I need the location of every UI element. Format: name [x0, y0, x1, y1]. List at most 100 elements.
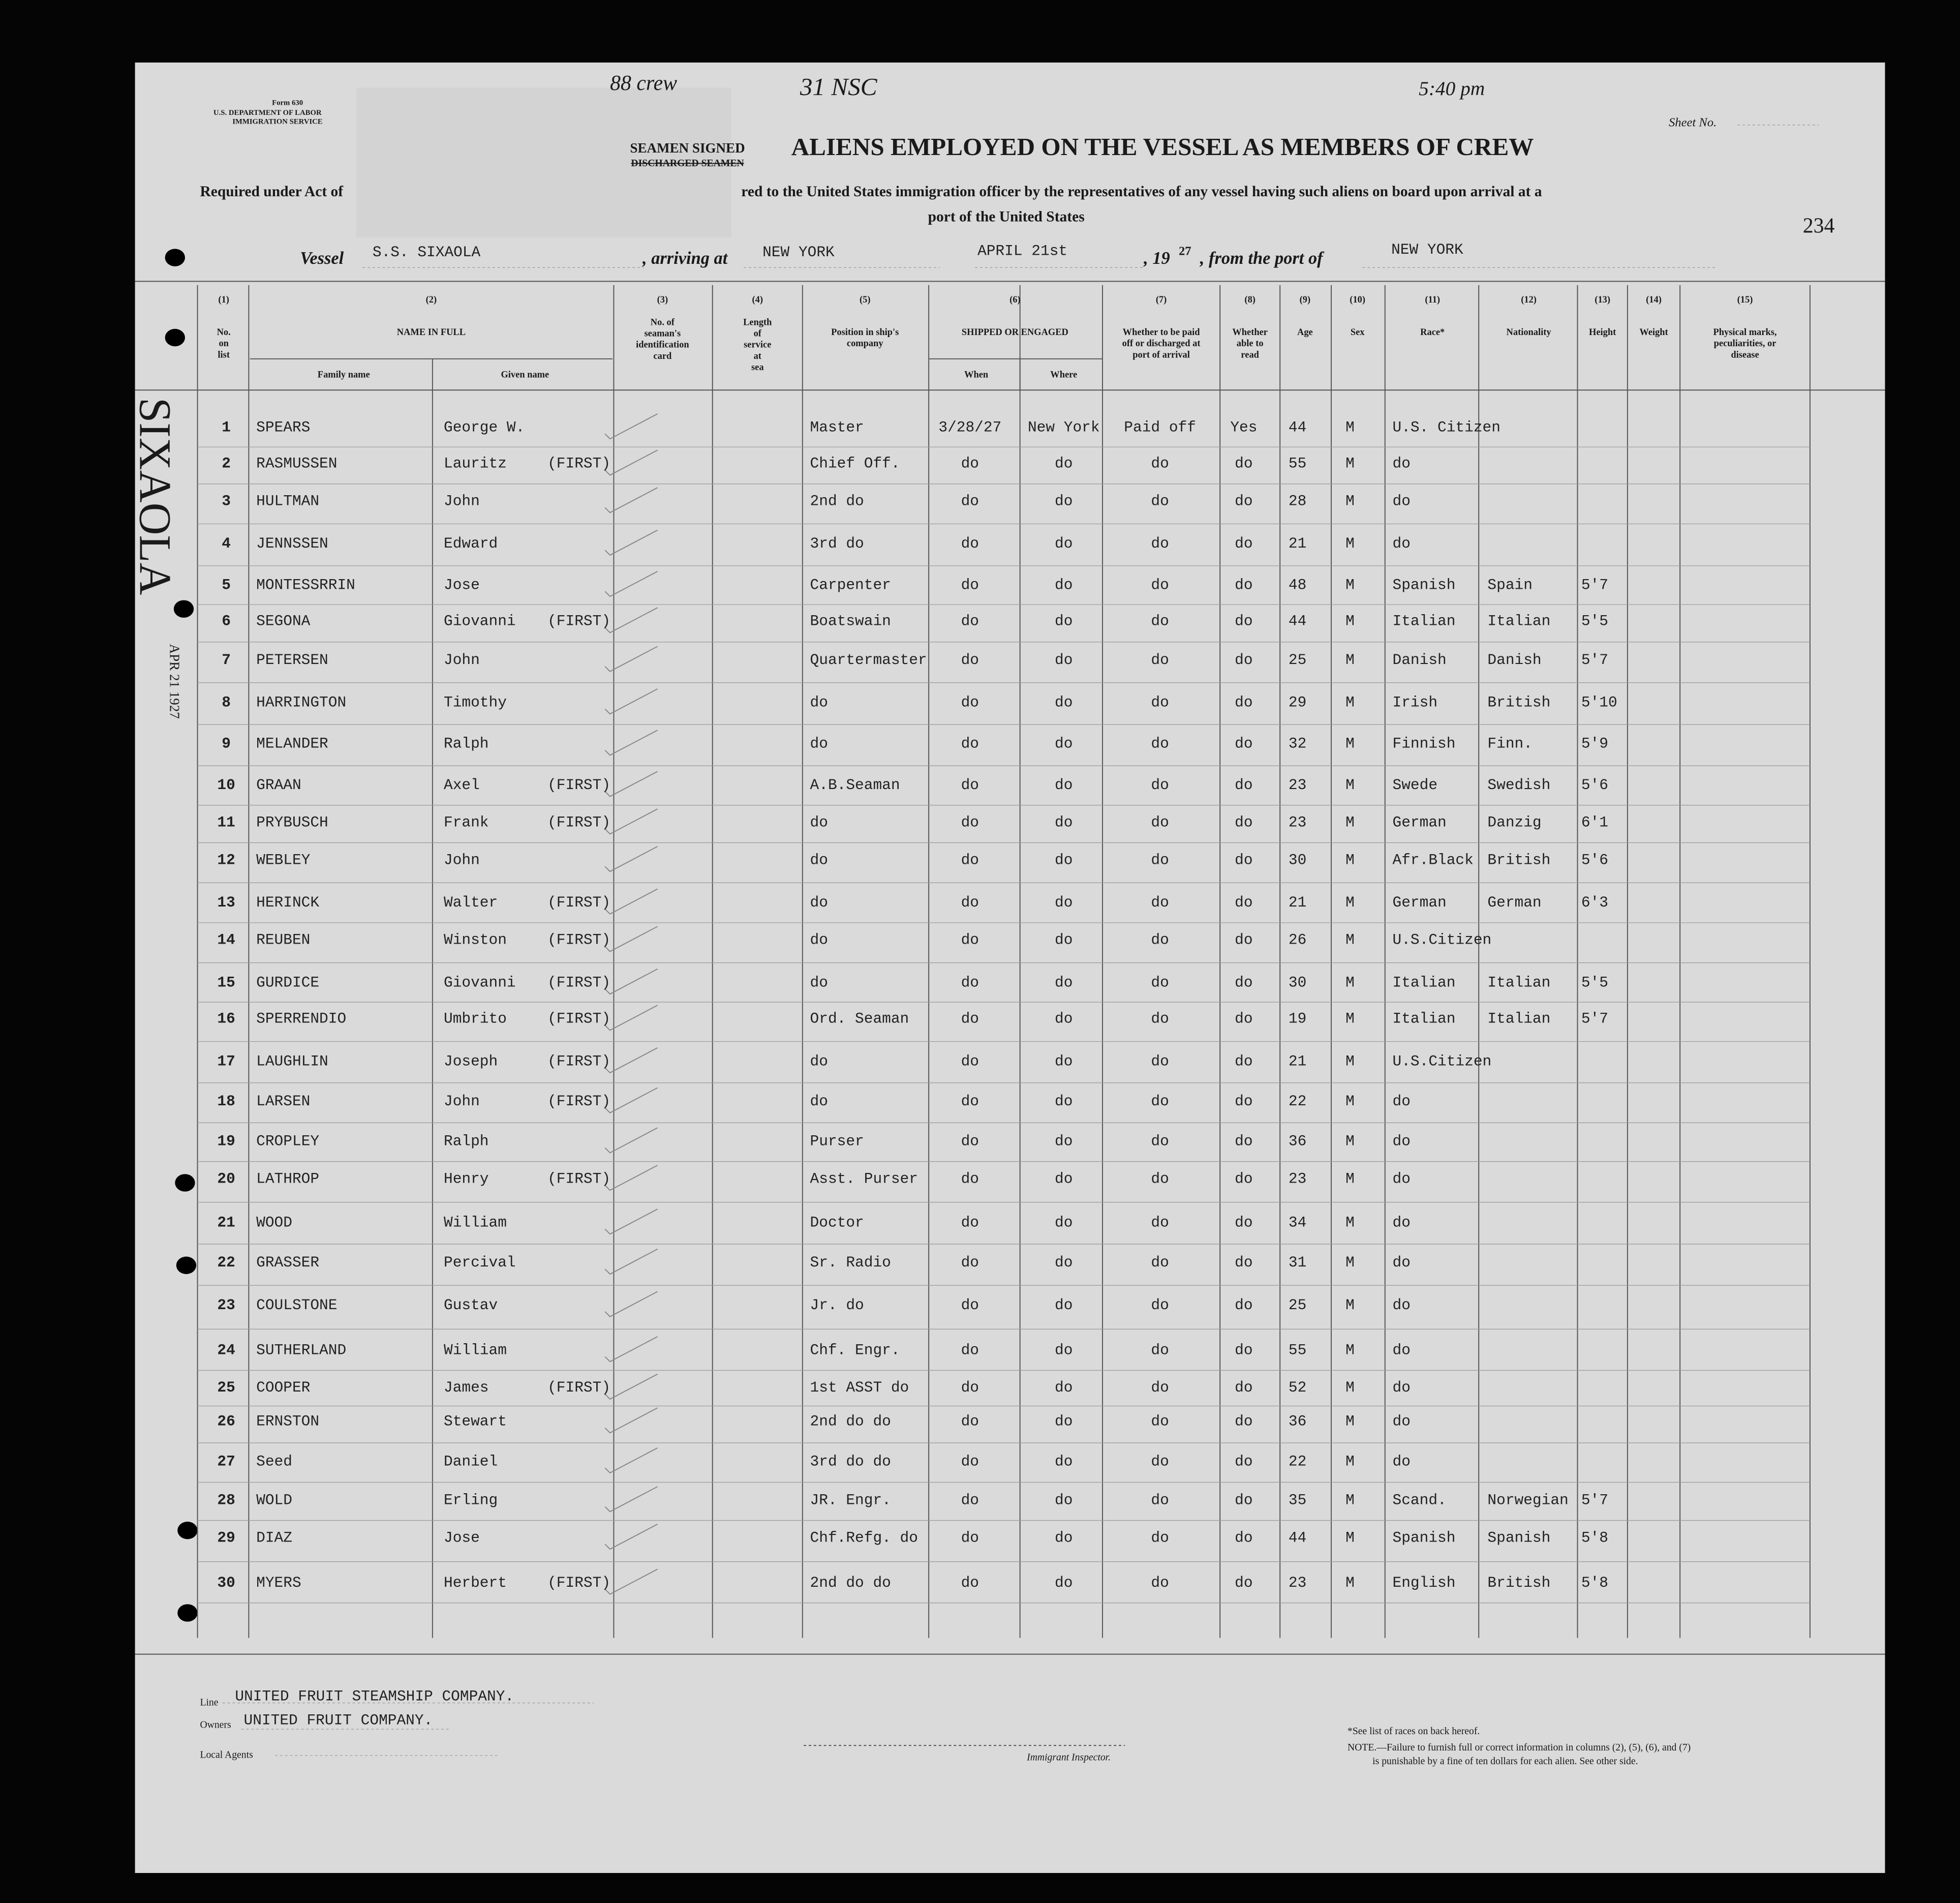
- form-dept: U.S. DEPARTMENT OF LABOR: [213, 109, 322, 117]
- cell-family: JENNSSEN: [256, 535, 328, 552]
- cell-height: 6'1: [1581, 814, 1608, 831]
- note: NOTE.—Failure to furnish full or correct…: [1348, 1742, 1691, 1753]
- cell-where: do: [1055, 535, 1073, 552]
- cell-age: 44: [1289, 418, 1306, 436]
- column-label: list: [218, 349, 230, 359]
- cell-position: Chf.Refg. do: [810, 1529, 918, 1546]
- cell-sex: M: [1345, 493, 1355, 510]
- cell-read: do: [1235, 1491, 1252, 1508]
- cell-position: Boatswain: [810, 613, 891, 630]
- cell-position: Sr. Radio: [810, 1254, 891, 1271]
- check-mark: [604, 1209, 658, 1235]
- check-mark: [604, 771, 658, 797]
- year-label: , 19: [1143, 249, 1170, 268]
- column-label: Nationality: [1507, 327, 1552, 337]
- cell-race: Afr.Black: [1393, 851, 1474, 868]
- cell-when: do: [961, 613, 979, 630]
- cell-where: do: [1055, 1379, 1073, 1396]
- cell-when: do: [961, 776, 979, 794]
- cell-family: GRASSER: [256, 1254, 319, 1271]
- subtitle: port of the United States: [928, 208, 1085, 225]
- cell-race: do: [1393, 1296, 1411, 1314]
- cell-read: do: [1235, 651, 1252, 669]
- column-sub: Where: [1050, 370, 1077, 380]
- column-number: (10): [1350, 294, 1365, 305]
- cell-when: do: [961, 1254, 979, 1271]
- cell-where: New York: [1028, 418, 1100, 436]
- cell-read: do: [1235, 693, 1252, 711]
- column-label: able to: [1237, 338, 1264, 348]
- cell-where: do: [1055, 974, 1073, 991]
- cell-age: 32: [1289, 735, 1306, 752]
- column-label: identification: [636, 340, 689, 350]
- cell-given: Ralph: [444, 735, 489, 752]
- column-label: company: [847, 338, 883, 348]
- cell-age: 21: [1289, 535, 1306, 552]
- cell-family: LARSEN: [256, 1093, 310, 1110]
- cell-race: do: [1393, 493, 1411, 510]
- cell-read: do: [1235, 613, 1252, 630]
- cell-age: 48: [1289, 576, 1306, 593]
- cell-race: do: [1393, 1341, 1411, 1358]
- cell-first: (FIRST): [547, 1574, 610, 1591]
- handwriting: 5:40 pm: [1419, 77, 1485, 100]
- from-port: NEW YORK: [1391, 241, 1463, 258]
- from-label: , from the port of: [1200, 249, 1325, 268]
- cell-race: do: [1393, 1453, 1411, 1470]
- cell-sex: M: [1345, 418, 1355, 436]
- cell-read: do: [1235, 1341, 1252, 1358]
- cell-read: do: [1235, 535, 1252, 552]
- cell-sex: M: [1345, 1093, 1355, 1110]
- cell-no: 2: [222, 455, 231, 472]
- cell-race: English: [1393, 1574, 1456, 1591]
- cell-height: 5'5: [1581, 974, 1608, 991]
- cell-first: (FIRST): [547, 1052, 610, 1070]
- cell-where: do: [1055, 1413, 1073, 1430]
- cell-read: Yes: [1230, 418, 1257, 436]
- date: APRIL 21st: [977, 243, 1067, 260]
- cell-height: 5'8: [1581, 1574, 1608, 1591]
- cell-when: do: [961, 931, 979, 949]
- cell-position: 3rd do do: [810, 1453, 891, 1470]
- rules: [135, 125, 1885, 1756]
- cell-paid: do: [1151, 651, 1169, 669]
- cell-given: Percival: [444, 1254, 516, 1271]
- cell-read: do: [1235, 776, 1252, 794]
- cell-no: 26: [217, 1413, 235, 1430]
- cell-age: 28: [1289, 493, 1306, 510]
- column-label: Weight: [1639, 327, 1668, 337]
- column-label: service: [744, 340, 771, 350]
- column-number: (5): [860, 294, 870, 305]
- cell-position: 2nd do do: [810, 1574, 891, 1591]
- cell-nationality: Danzig: [1487, 814, 1541, 831]
- cell-family: WEBLEY: [256, 851, 311, 868]
- cell-paid: do: [1151, 1254, 1169, 1271]
- cell-race: German: [1393, 814, 1447, 831]
- cell-where: do: [1055, 851, 1073, 868]
- cell-when: do: [961, 1093, 979, 1110]
- cell-race: U.S.Citizen: [1393, 1052, 1492, 1070]
- cell-nationality: Italian: [1487, 613, 1550, 630]
- cell-race: do: [1393, 1133, 1411, 1150]
- cell-paid: do: [1151, 1214, 1169, 1231]
- cell-height: 5'7: [1581, 1010, 1608, 1028]
- cell-paid: do: [1151, 1133, 1169, 1150]
- cell-sex: M: [1345, 613, 1355, 630]
- cell-sex: M: [1345, 776, 1355, 794]
- cell-position: do: [810, 931, 828, 949]
- cell-when: do: [961, 1010, 979, 1028]
- cell-no: 22: [217, 1254, 235, 1271]
- cell-where: do: [1055, 931, 1073, 949]
- cell-read: do: [1235, 1010, 1252, 1028]
- cell-family: REUBEN: [256, 931, 310, 949]
- cell-family: LAUGHLIN: [256, 1052, 328, 1070]
- cell-sex: M: [1345, 851, 1355, 868]
- check-mark: [604, 1165, 658, 1191]
- cell-position: do: [810, 735, 828, 752]
- cell-age: 44: [1289, 613, 1306, 630]
- cell-no: 14: [217, 931, 235, 949]
- stamp: SEAMEN SIGNED: [630, 140, 745, 156]
- cell-no: 13: [217, 894, 235, 911]
- cell-when: do: [961, 1052, 979, 1070]
- cell-first: (FIRST): [547, 1379, 610, 1396]
